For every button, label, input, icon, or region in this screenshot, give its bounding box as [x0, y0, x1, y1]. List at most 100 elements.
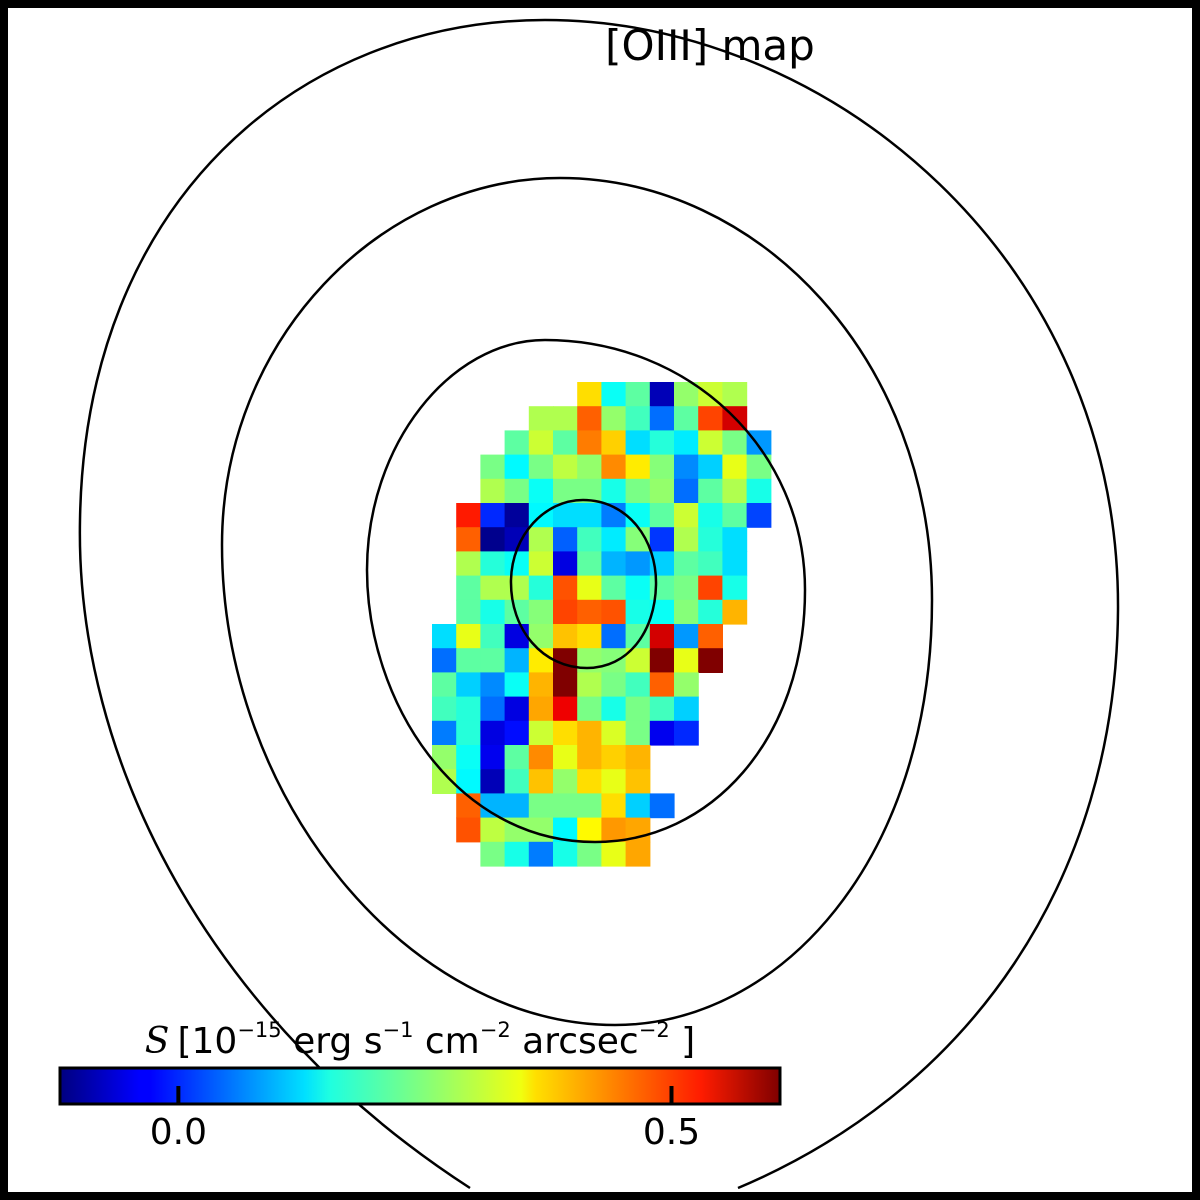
heatmap-cell — [553, 793, 578, 819]
heatmap-cell — [746, 503, 772, 528]
heatmap-cell — [456, 527, 481, 552]
heatmap-cell — [456, 817, 481, 843]
heatmap-cell — [625, 575, 651, 601]
contour-line-outer — [78, 18, 1120, 1190]
heatmap-cell — [649, 672, 675, 698]
heatmap-cell — [625, 793, 651, 819]
heatmap-cell — [674, 648, 699, 673]
heatmap-cell — [674, 503, 699, 528]
heatmap-cell — [504, 575, 530, 601]
heatmap-cell — [553, 551, 578, 577]
heatmap-cell — [649, 503, 675, 528]
heatmap-cell — [649, 696, 675, 722]
heatmap-cell — [698, 575, 723, 601]
heatmap-cell — [577, 648, 602, 673]
heatmap-cell — [601, 793, 627, 819]
heatmap-cell — [553, 575, 578, 601]
colorbar-label-open: [10 — [177, 1021, 237, 1062]
heatmap-cell — [649, 478, 675, 504]
heatmap-cell — [432, 745, 457, 770]
colorbar-label-erg: erg s — [282, 1021, 383, 1062]
heatmap-cell — [698, 624, 723, 649]
heatmap-cell — [577, 575, 602, 601]
heatmap-cell — [504, 841, 530, 867]
heatmap-cell — [553, 406, 578, 431]
heatmap-cell — [698, 454, 723, 480]
heatmap-cell — [456, 575, 481, 601]
heatmap-cell — [625, 478, 651, 504]
heatmap-cell — [601, 599, 627, 625]
heatmap-cell — [698, 430, 723, 456]
heatmap-cell — [577, 382, 602, 407]
heatmap-cell — [456, 648, 481, 673]
contour-line-third — [365, 338, 807, 844]
heatmap-cell — [504, 745, 530, 770]
heatmap-cell — [528, 575, 554, 601]
heatmap-cell — [625, 841, 651, 867]
heatmap-cell — [480, 454, 506, 480]
heatmap-cell — [649, 575, 675, 601]
colorbar-label-exp2: −1 — [382, 1018, 413, 1042]
heatmap-cell — [674, 599, 699, 625]
heatmap-cell — [504, 696, 530, 722]
heatmap-cell — [649, 720, 675, 746]
heatmap-cell — [553, 720, 578, 746]
heatmap-cell — [625, 696, 651, 722]
heatmap-cell — [504, 454, 530, 480]
heatmap-cell — [504, 503, 530, 528]
heatmap-cell — [456, 745, 481, 770]
heatmap-cell — [625, 406, 651, 431]
heatmap-cell — [698, 599, 723, 625]
contour-lines — [78, 18, 1120, 1190]
heatmap-cell — [746, 478, 772, 504]
heatmap-cell — [528, 430, 554, 456]
colorbar-label-close: ] — [670, 1021, 696, 1062]
heatmap-cell — [601, 624, 627, 649]
colorbar-tick-label: 0.5 — [643, 1112, 700, 1153]
heatmap-cell — [722, 478, 748, 504]
heatmap-cell — [601, 575, 627, 601]
colorbar-label-exp4: −2 — [639, 1018, 670, 1042]
heatmap-cell — [722, 599, 748, 625]
heatmap-cell — [577, 599, 602, 625]
colorbar-outline — [58, 1066, 782, 1106]
heatmap-cell — [456, 599, 481, 625]
heatmap-cell — [698, 648, 723, 673]
heatmap-cell — [674, 478, 699, 504]
heatmap-cell — [480, 841, 506, 867]
heatmap-cell — [577, 793, 602, 819]
heatmap-cell — [528, 599, 554, 625]
heatmap-cell — [577, 406, 602, 431]
heatmap-cell — [480, 551, 506, 577]
heatmap-cell — [528, 793, 554, 819]
heatmap-cell — [649, 624, 675, 649]
heatmap-cell — [674, 720, 699, 746]
heatmap-cell — [480, 817, 506, 843]
heatmap-cell — [674, 624, 699, 649]
heatmap-cell — [625, 551, 651, 577]
heatmap-cell — [649, 454, 675, 480]
heatmap-cell — [456, 672, 481, 698]
heatmap-cell — [601, 841, 627, 867]
heatmap-cell — [601, 454, 627, 480]
heatmap-cell — [625, 503, 651, 528]
heatmap-cell — [480, 696, 506, 722]
heatmap-cell — [649, 406, 675, 431]
heatmap-cell — [674, 696, 699, 722]
heatmap-cell — [480, 527, 506, 552]
heatmap-cell — [553, 769, 578, 794]
heatmap-cell — [625, 430, 651, 456]
heatmap — [432, 382, 772, 867]
heatmap-cell — [601, 648, 627, 673]
heatmap-cell — [480, 769, 506, 794]
heatmap-cell — [504, 624, 530, 649]
heatmap-cell — [553, 624, 578, 649]
heatmap-cell — [649, 430, 675, 456]
heatmap-cell — [480, 599, 506, 625]
heatmap-cell — [601, 672, 627, 698]
heatmap-cell — [698, 503, 723, 528]
heatmap-cell — [601, 406, 627, 431]
heatmap-cell — [601, 745, 627, 770]
heatmap-cell — [528, 720, 554, 746]
